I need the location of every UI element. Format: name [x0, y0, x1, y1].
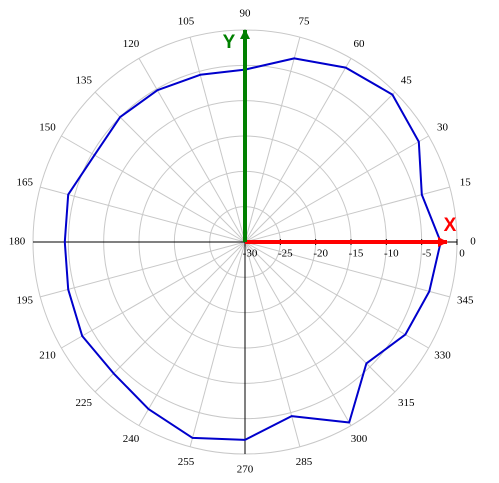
grid-spoke — [244, 186, 450, 243]
theta-tick-label: 270 — [237, 464, 254, 476]
x-annotation: X — [444, 215, 457, 236]
theta-tick-label: 165 — [17, 177, 34, 189]
grid-spoke — [40, 186, 246, 243]
theta-tick-label: 150 — [39, 122, 56, 134]
grid-spoke — [244, 241, 352, 426]
grid-spoke — [244, 241, 301, 447]
plot — [63, 57, 442, 441]
r-tick-label: 0 — [459, 248, 465, 260]
theta-tick-label: 300 — [351, 433, 368, 445]
grid-spoke — [189, 37, 246, 243]
theta-tick-label: 225 — [76, 397, 93, 409]
r-tick-label: -25 — [278, 248, 293, 260]
r-tick-label: -5 — [422, 248, 432, 260]
theta-tick-label: 0 — [470, 236, 476, 248]
theta-tick-label: 45 — [401, 74, 413, 86]
theta-tick-label: 315 — [398, 397, 415, 409]
theta-tick-label: 195 — [17, 295, 34, 307]
r-tick-label: -20 — [313, 248, 328, 260]
grid-spoke — [244, 37, 301, 243]
theta-tick-label: 120 — [123, 38, 140, 50]
grid-spoke — [40, 241, 246, 298]
theta-tick-label: 255 — [178, 456, 195, 468]
grid-spoke — [189, 241, 246, 447]
theta-tick-label: 15 — [460, 177, 472, 189]
r-tick-label: -10 — [384, 248, 399, 260]
grid-spoke — [94, 241, 246, 393]
theta-tick-label: 285 — [296, 456, 313, 468]
r-tick-label: -30 — [243, 248, 258, 260]
grid-spoke — [244, 91, 396, 243]
theta-tick-label: 330 — [434, 350, 451, 362]
grid-spoke — [244, 241, 396, 393]
grid-spoke — [61, 241, 246, 349]
theta-tick-label: 60 — [354, 38, 366, 50]
pattern-line — [63, 57, 442, 441]
theta-tick-label: 240 — [123, 433, 140, 445]
theta-tick-label: 135 — [76, 74, 93, 86]
grid-spoke — [244, 241, 450, 298]
grid-spoke — [138, 58, 246, 243]
grid-spoke — [61, 135, 246, 243]
grid-spoke — [138, 241, 246, 426]
theta-tick-label: 180 — [9, 236, 26, 248]
grid-spoke — [244, 135, 429, 243]
grid-spoke — [244, 58, 352, 243]
theta-tick-label: 75 — [299, 15, 311, 27]
grid-spoke — [94, 91, 246, 243]
y-annotation: Y — [223, 32, 236, 53]
grid-spoke — [244, 241, 429, 349]
theta-tick-label: 345 — [457, 295, 474, 307]
r-tick-label: -15 — [349, 248, 364, 260]
theta-tick-label: 210 — [39, 350, 56, 362]
theta-tick-label: 90 — [240, 8, 252, 20]
theta-tick-label: 30 — [437, 122, 449, 134]
theta-tick-label: 105 — [178, 15, 195, 27]
